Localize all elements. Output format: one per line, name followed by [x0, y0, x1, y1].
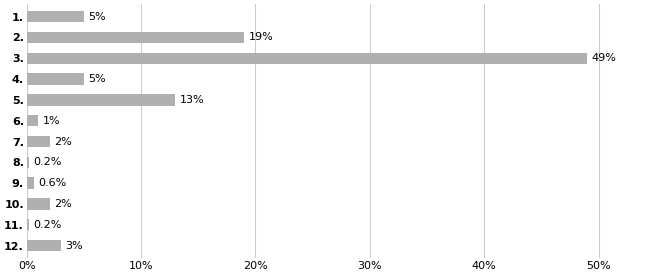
- Text: 0.2%: 0.2%: [34, 157, 62, 167]
- Text: 0.6%: 0.6%: [38, 178, 67, 188]
- Bar: [26, 156, 29, 168]
- Bar: [26, 177, 34, 189]
- Bar: [26, 53, 587, 64]
- Text: 13%: 13%: [180, 95, 205, 105]
- Bar: [26, 240, 61, 251]
- Bar: [26, 11, 84, 22]
- Bar: [26, 136, 50, 147]
- Bar: [26, 73, 84, 85]
- Text: 19%: 19%: [249, 32, 273, 42]
- Bar: [26, 94, 176, 106]
- Bar: [26, 219, 29, 230]
- Bar: [26, 198, 50, 210]
- Text: 3%: 3%: [65, 241, 83, 251]
- Text: 0.2%: 0.2%: [34, 220, 62, 230]
- Text: 2%: 2%: [54, 136, 72, 147]
- Text: 5%: 5%: [88, 12, 106, 22]
- Text: 5%: 5%: [88, 74, 106, 84]
- Text: 49%: 49%: [592, 53, 616, 63]
- Text: 2%: 2%: [54, 199, 72, 209]
- Bar: [26, 32, 244, 43]
- Bar: [26, 115, 38, 126]
- Text: 1%: 1%: [43, 116, 60, 126]
